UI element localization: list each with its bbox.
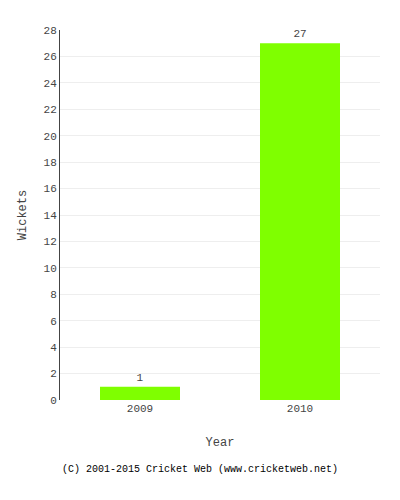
svg-text:16: 16 xyxy=(44,183,57,195)
svg-text:Year: Year xyxy=(206,436,235,450)
svg-text:0: 0 xyxy=(50,395,57,407)
svg-text:2010: 2010 xyxy=(287,403,313,415)
svg-text:28: 28 xyxy=(44,25,57,37)
svg-text:14: 14 xyxy=(44,210,58,222)
svg-text:27: 27 xyxy=(293,28,306,40)
svg-text:2009: 2009 xyxy=(127,403,153,415)
svg-text:4: 4 xyxy=(50,342,57,354)
svg-text:1: 1 xyxy=(137,372,144,384)
svg-text:26: 26 xyxy=(44,51,57,63)
svg-text:22: 22 xyxy=(44,104,57,116)
svg-text:10: 10 xyxy=(44,263,57,275)
svg-text:(C) 2001-2015 Cricket Web (www: (C) 2001-2015 Cricket Web (www.cricketwe… xyxy=(62,464,338,475)
svg-text:24: 24 xyxy=(44,78,58,90)
svg-text:2: 2 xyxy=(50,368,57,380)
svg-text:6: 6 xyxy=(50,316,57,328)
svg-text:12: 12 xyxy=(44,236,57,248)
svg-text:18: 18 xyxy=(44,157,57,169)
svg-text:20: 20 xyxy=(44,131,57,143)
svg-text:8: 8 xyxy=(50,289,57,301)
svg-text:Wickets: Wickets xyxy=(16,190,30,240)
